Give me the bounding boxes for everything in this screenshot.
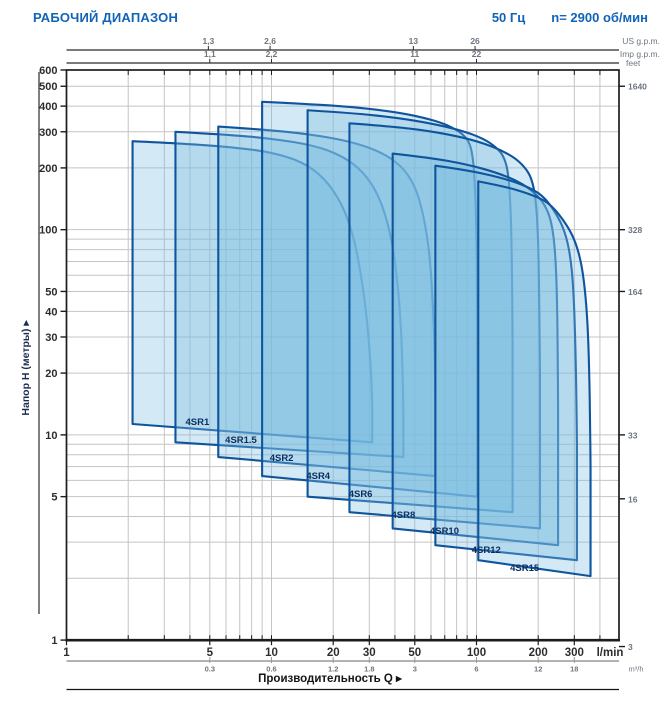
y-axis-title: Напор H (метры) ▸ [20, 320, 32, 416]
y-left-tick-label: 20 [45, 368, 57, 380]
envelope-4SR8 [348, 122, 542, 530]
envelope-4SR1 [131, 140, 374, 444]
imp-gpm-unit-label: Imp g.p.m. [620, 49, 660, 59]
feet-tick-label: 1640 [628, 82, 647, 92]
axis-labels: 6005004003002001005040302010511640328164… [20, 36, 660, 685]
axes [38, 46, 625, 691]
lmin-tick-label: 30 [363, 647, 376, 659]
y-left-tick-label: 500 [39, 81, 57, 93]
feet-tick-label: 328 [628, 225, 642, 235]
feet-tick-label: 164 [628, 287, 642, 297]
imp-gpm-tick-label: 11 [410, 49, 419, 59]
lmin-unit-label: l/min [597, 647, 624, 659]
m3h-tick-label: 18 [570, 665, 578, 674]
imp-gpm-tick-label: 2,2 [266, 49, 278, 59]
y-left-tick-label: 5 [51, 492, 57, 504]
us-gpm-tick-label: 13 [409, 36, 419, 46]
y-left-tick-label: 50 [45, 286, 57, 298]
x-axis-title: Производительность Q ▸ [258, 673, 403, 685]
lmin-tick-label: 5 [207, 647, 214, 659]
envelope-4SR6 [306, 109, 514, 514]
envelope-label-4SR12: 4SR12 [472, 545, 501, 556]
speed-label: n= 2900 об/мин [551, 10, 648, 25]
imp-gpm-tick-label: 22 [472, 49, 482, 59]
frequency-speed-label: 50 Гц n= 2900 об/мин [466, 10, 648, 25]
lmin-tick-label: 200 [529, 647, 548, 659]
y-left-tick-label: 40 [45, 306, 57, 318]
envelope-4SR12 [434, 164, 578, 562]
lmin-tick-label: 20 [327, 647, 340, 659]
m3h-tick-label: 3 [413, 665, 417, 674]
y-left-tick-label: 400 [39, 101, 57, 113]
us-gpm-tick-label: 2,6 [264, 36, 276, 46]
lmin-tick-label: 1 [63, 647, 70, 659]
frequency-label: 50 Гц [491, 10, 526, 25]
lmin-tick-label: 50 [408, 647, 421, 659]
m3h-tick-label: 1.2 [328, 665, 338, 674]
feet-tick-label: 3 [628, 642, 633, 652]
imp-gpm-tick-label: 1,1 [204, 49, 216, 59]
us-gpm-tick-label: 26 [470, 36, 480, 46]
us-gpm-tick-label: 1,3 [202, 36, 214, 46]
envelope-label-4SR1: 4SR1 [186, 417, 210, 428]
envelope-label-4SR4: 4SR4 [306, 471, 330, 482]
y-left-tick-label: 30 [45, 332, 57, 344]
y-left-tick-label: 100 [39, 225, 57, 237]
y-left-tick-label: 10 [45, 430, 57, 442]
envelope-4SR1.5 [174, 130, 405, 459]
y-left-tick-label: 1 [51, 635, 57, 647]
feet-unit-label: feet [626, 58, 641, 68]
envelope-4SR15 [477, 180, 592, 578]
m3h-tick-label: 6 [474, 665, 478, 674]
envelope-label-4SR6: 4SR6 [349, 489, 373, 500]
m3h-tick-label: 1.8 [364, 665, 374, 674]
envelope-label-4SR2: 4SR2 [270, 453, 294, 464]
m3h-unit-label: m³/h [629, 665, 644, 674]
lmin-tick-label: 100 [467, 647, 486, 659]
envelope-label-4SR10: 4SR10 [430, 526, 459, 537]
envelope-label-4SR15: 4SR15 [510, 563, 540, 574]
y-left-tick-label: 200 [39, 163, 57, 175]
feet-tick-label: 33 [628, 430, 638, 440]
y-left-tick-label: 300 [39, 127, 57, 139]
envelope-label-4SR1.5: 4SR1.5 [225, 435, 257, 446]
envelope-label-4SR8: 4SR8 [392, 510, 416, 521]
lmin-tick-label: 300 [565, 647, 584, 659]
m3h-tick-label: 12 [534, 665, 542, 674]
y-left-tick-label: 600 [39, 65, 57, 77]
feet-tick-label: 16 [628, 494, 638, 504]
page-title: РАБОЧИЙ ДИАПАЗОН [33, 10, 179, 25]
m3h-tick-label: 0.6 [266, 665, 276, 674]
pump-envelopes: 4SR1 4SR1.5 4SR2 4SR4 4SR6 4SR8 4SR10 4SR12 4SR1… [131, 100, 592, 578]
envelope-4SR2 [217, 125, 437, 478]
envelope-4SR4 [261, 100, 479, 498]
lmin-tick-label: 10 [265, 647, 278, 659]
m3h-tick-label: 0.3 [205, 665, 215, 674]
us-gpm-unit-label: US g.p.m. [622, 36, 660, 46]
